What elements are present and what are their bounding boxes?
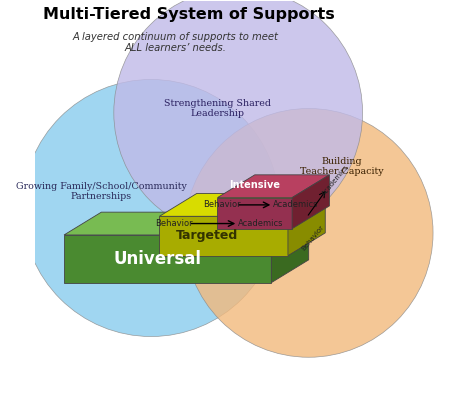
Text: Universal: Universal <box>114 250 202 268</box>
Text: Multi-Tiered System of Supports: Multi-Tiered System of Supports <box>43 7 335 22</box>
Polygon shape <box>218 175 329 198</box>
Polygon shape <box>271 212 309 282</box>
Polygon shape <box>288 193 325 256</box>
Text: Academics: Academics <box>321 164 350 197</box>
Circle shape <box>184 109 433 357</box>
Text: Targeted: Targeted <box>176 230 238 243</box>
Text: Academics: Academics <box>273 201 319 209</box>
Text: Academics: Academics <box>238 219 284 228</box>
Circle shape <box>114 0 363 237</box>
Text: Behavior: Behavior <box>203 201 240 209</box>
Circle shape <box>23 79 280 337</box>
Polygon shape <box>218 198 292 229</box>
Polygon shape <box>64 235 271 282</box>
Polygon shape <box>159 216 288 256</box>
Polygon shape <box>159 193 325 216</box>
Polygon shape <box>64 212 309 235</box>
Text: Behavior: Behavior <box>155 219 193 228</box>
Text: A layered continuum of supports to meet
ALL learners’ needs.: A layered continuum of supports to meet … <box>73 32 278 53</box>
Text: Growing Family/School/Community
Partnerships: Growing Family/School/Community Partners… <box>16 182 187 201</box>
Text: Intensive: Intensive <box>229 180 280 190</box>
Text: Behavior: Behavior <box>301 224 325 251</box>
Text: Building
Teacher Capacity: Building Teacher Capacity <box>300 157 383 176</box>
Polygon shape <box>292 175 329 229</box>
Text: Strengthening Shared
Leadership: Strengthening Shared Leadership <box>164 99 271 118</box>
